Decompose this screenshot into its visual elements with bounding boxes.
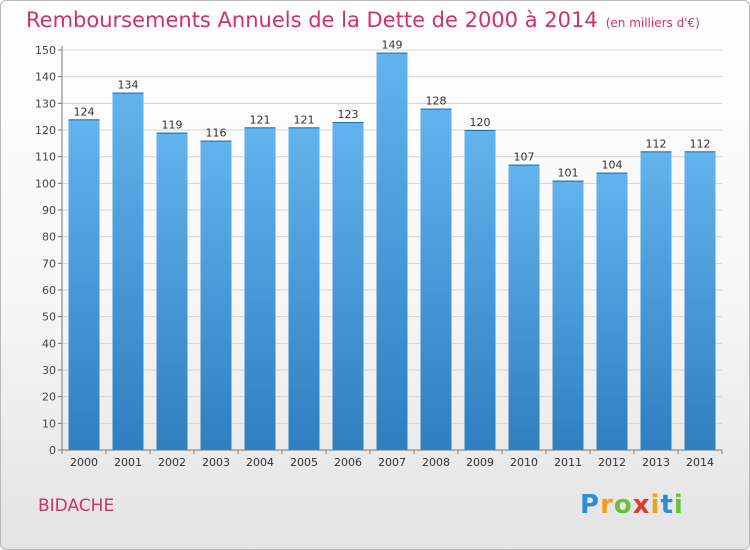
x-tick-label: 2010 <box>510 456 538 469</box>
data-label: 112 <box>646 137 667 150</box>
data-label: 119 <box>162 119 183 132</box>
x-tick-label: 2006 <box>334 456 362 469</box>
bar <box>200 140 232 450</box>
data-label: 104 <box>602 159 623 172</box>
y-tick-label: 90 <box>42 204 56 217</box>
y-tick-label: 130 <box>35 97 56 110</box>
x-tick-label: 2014 <box>686 456 714 469</box>
x-tick-label: 2009 <box>466 456 494 469</box>
logo-letter: x <box>632 490 651 520</box>
data-label: 123 <box>338 108 359 121</box>
y-tick-label: 10 <box>42 417 56 430</box>
bar <box>156 132 188 450</box>
bar <box>332 122 364 450</box>
data-label: 121 <box>250 113 271 126</box>
y-tick-label: 30 <box>42 364 56 377</box>
data-label: 116 <box>206 127 227 140</box>
y-tick-label: 50 <box>42 311 56 324</box>
y-tick-label: 110 <box>35 151 56 164</box>
logo-letter: i <box>650 490 661 520</box>
logo-letter: o <box>613 490 633 520</box>
y-tick-label: 20 <box>42 391 56 404</box>
logo-letter: P <box>580 490 601 520</box>
logo-letter: t <box>660 490 674 520</box>
commune-name: BIDACHE <box>38 496 115 516</box>
x-tick-label: 2005 <box>290 456 318 469</box>
data-label: 121 <box>294 113 315 126</box>
data-label: 124 <box>74 105 95 118</box>
x-tick-label: 2007 <box>378 456 406 469</box>
bars-layer <box>68 52 716 451</box>
x-tick-label: 2002 <box>158 456 186 469</box>
labels-layer: 124 134 119 116 121 121 123 149 128 120 107 101 104 1… <box>74 39 711 180</box>
x-tick-label: 2004 <box>246 456 274 469</box>
bar <box>464 130 496 450</box>
x-tick-label: 2001 <box>114 456 142 469</box>
chart-unit: (en milliers d'€) <box>605 16 700 30</box>
y-tick-label: 0 <box>49 444 56 457</box>
bar <box>244 127 276 450</box>
bar <box>684 151 716 451</box>
bar <box>552 180 584 450</box>
logo-letter: r <box>600 490 614 520</box>
x-tick-label: 2013 <box>642 456 670 469</box>
axes-layer: 0 10 20 30 40 50 60 70 80 90 100 110 120 130 140 150 200… <box>35 44 723 469</box>
y-tick-label: 80 <box>42 231 56 244</box>
y-tick-label: 60 <box>42 284 56 297</box>
data-label: 134 <box>118 79 139 92</box>
bar <box>640 151 672 451</box>
y-tick-label: 140 <box>35 71 56 84</box>
x-tick-label: 2011 <box>554 456 582 469</box>
bar <box>288 127 320 450</box>
data-label: 128 <box>426 95 447 108</box>
bar <box>420 108 452 451</box>
x-tick-label: 2008 <box>422 456 450 469</box>
bar <box>112 92 144 451</box>
logo-letter: i <box>673 490 684 520</box>
chart-title: Remboursements Annuels de la Dette de 20… <box>26 8 700 32</box>
y-tick-label: 70 <box>42 257 56 270</box>
y-tick-label: 120 <box>35 124 56 137</box>
proxiti-logo: Proxiti <box>580 490 684 520</box>
x-tick-label: 2012 <box>598 456 626 469</box>
data-label: 107 <box>514 151 535 164</box>
data-label: 120 <box>470 116 491 129</box>
data-label: 149 <box>382 39 403 52</box>
x-tick-label: 2003 <box>202 456 230 469</box>
y-tick-label: 100 <box>35 177 56 190</box>
y-tick-label: 150 <box>35 44 56 57</box>
x-tick-label: 2000 <box>70 456 98 469</box>
bar <box>596 172 628 450</box>
chart-title-text: Remboursements Annuels de la Dette de 20… <box>26 8 598 32</box>
y-tick-label: 40 <box>42 337 56 350</box>
bar <box>68 119 100 450</box>
data-label: 101 <box>558 167 579 180</box>
data-label: 112 <box>690 137 711 150</box>
bar <box>376 52 408 451</box>
bar <box>508 164 540 450</box>
